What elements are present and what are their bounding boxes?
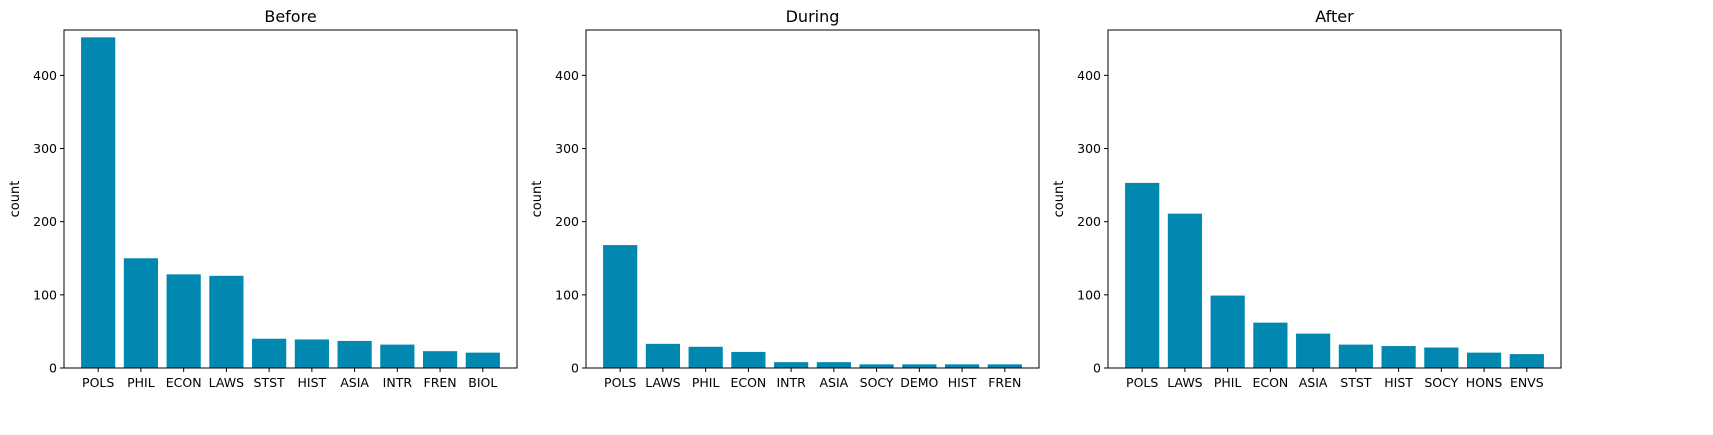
chart-title: Before xyxy=(264,7,316,26)
x-tick-label: POLS xyxy=(604,375,636,390)
x-tick-label: POLS xyxy=(82,375,114,390)
chart-panel-during: POLS LAWS PHIL ECON INTR ASIA SOCY DEMO HIST FREN… xyxy=(530,7,1040,390)
bar-stst xyxy=(252,338,287,368)
bar-envs xyxy=(1509,354,1544,368)
x-tick-label: ASIA xyxy=(340,375,369,390)
y-tick-label: 200 xyxy=(555,214,579,229)
y-tick-label: 400 xyxy=(555,68,579,83)
bar-pols xyxy=(81,37,116,368)
y-tick-label: 300 xyxy=(33,141,57,156)
x-tick-label: HONS xyxy=(1466,375,1503,390)
x-tick-label: SOCY xyxy=(860,375,894,390)
x-tick-label: ECON xyxy=(166,375,202,390)
chart-title: During xyxy=(786,7,840,26)
bar-econ xyxy=(731,351,766,368)
y-tick-label: 200 xyxy=(33,214,57,229)
bar-fren xyxy=(422,351,458,368)
x-tick-label: SOCY xyxy=(1424,375,1458,390)
x-tick-label: ASIA xyxy=(820,375,849,390)
bar-phil xyxy=(688,346,723,368)
x-tick-label: POLS xyxy=(1126,375,1158,390)
x-tick-label: DEMO xyxy=(900,375,938,390)
x-tick-label: FREN xyxy=(424,375,457,390)
axes-frame xyxy=(63,29,518,369)
x-tick-label: LAWS xyxy=(209,375,244,390)
bar-demo xyxy=(902,364,937,368)
bar-hist xyxy=(944,364,980,368)
x-tick-label: HIST xyxy=(948,375,977,390)
bar-laws xyxy=(209,275,244,368)
x-tick-label: FREN xyxy=(988,375,1021,390)
chart-panel-before: POLS PHIL ECON LAWS STST HIST ASIA INTR FREN BIOL… xyxy=(8,7,518,390)
bar-econ xyxy=(1253,322,1288,368)
x-tick-label: STST xyxy=(254,375,286,390)
x-tick-label: LAWS xyxy=(1167,375,1202,390)
y-tick-label: 200 xyxy=(1077,214,1101,229)
x-tick-label: PHIL xyxy=(1214,375,1242,390)
bar-socy xyxy=(859,364,894,368)
y-tick-label: 0 xyxy=(49,361,57,376)
y-tick-label: 100 xyxy=(33,287,57,302)
y-tick-label: 400 xyxy=(33,68,57,83)
y-tick-label: 300 xyxy=(1077,141,1101,156)
bar-phil xyxy=(123,258,159,368)
bar-pols xyxy=(603,245,638,368)
bar-laws xyxy=(645,343,681,368)
x-tick-label: BIOL xyxy=(468,375,497,390)
bar-asia xyxy=(337,340,372,368)
x-tick-label: ENVS xyxy=(1510,375,1544,390)
x-tick-label: ECON xyxy=(730,375,766,390)
y-tick-label: 300 xyxy=(555,141,579,156)
bar-hons xyxy=(1466,352,1502,368)
bar-fren xyxy=(987,364,1022,368)
x-tick-label: HIST xyxy=(1384,375,1413,390)
y-tick-label: 400 xyxy=(1077,68,1101,83)
chart-title: After xyxy=(1315,7,1354,26)
bar-econ xyxy=(166,274,201,368)
y-axis-label: count xyxy=(530,181,545,218)
chart-panel-after: POLS LAWS PHIL ECON ASIA STST HIST SOCY HONS ENVS… xyxy=(1052,7,1562,390)
bar-intr xyxy=(774,362,809,368)
x-tick-label: PHIL xyxy=(127,375,155,390)
bar-stst xyxy=(1338,344,1373,368)
axes-frame xyxy=(585,29,1040,369)
y-axis-label: count xyxy=(1052,181,1067,218)
x-tick-label: STST xyxy=(1340,375,1372,390)
bar-phil xyxy=(1210,295,1245,368)
bar-pols xyxy=(1125,182,1160,368)
bar-biol xyxy=(465,352,500,368)
bar-socy xyxy=(1424,347,1459,368)
x-tick-label: LAWS xyxy=(645,375,680,390)
bar-laws xyxy=(1167,213,1203,368)
bar-asia xyxy=(1296,333,1331,368)
bar-intr xyxy=(380,344,415,368)
x-tick-label: INTR xyxy=(383,375,413,390)
x-tick-label: INTR xyxy=(776,375,806,390)
bar-hist xyxy=(294,339,329,368)
y-tick-label: 100 xyxy=(555,287,579,302)
x-tick-label: PHIL xyxy=(692,375,720,390)
x-tick-label: ECON xyxy=(1252,375,1288,390)
bar-hist xyxy=(1381,346,1416,368)
y-tick-label: 0 xyxy=(571,361,579,376)
axes-frame xyxy=(1107,29,1562,369)
y-tick-label: 100 xyxy=(1077,287,1101,302)
x-tick-label: HIST xyxy=(298,375,327,390)
y-tick-label: 0 xyxy=(1093,361,1101,376)
y-axis-label: count xyxy=(8,181,23,218)
bar-asia xyxy=(816,362,851,368)
x-tick-label: ASIA xyxy=(1299,375,1328,390)
